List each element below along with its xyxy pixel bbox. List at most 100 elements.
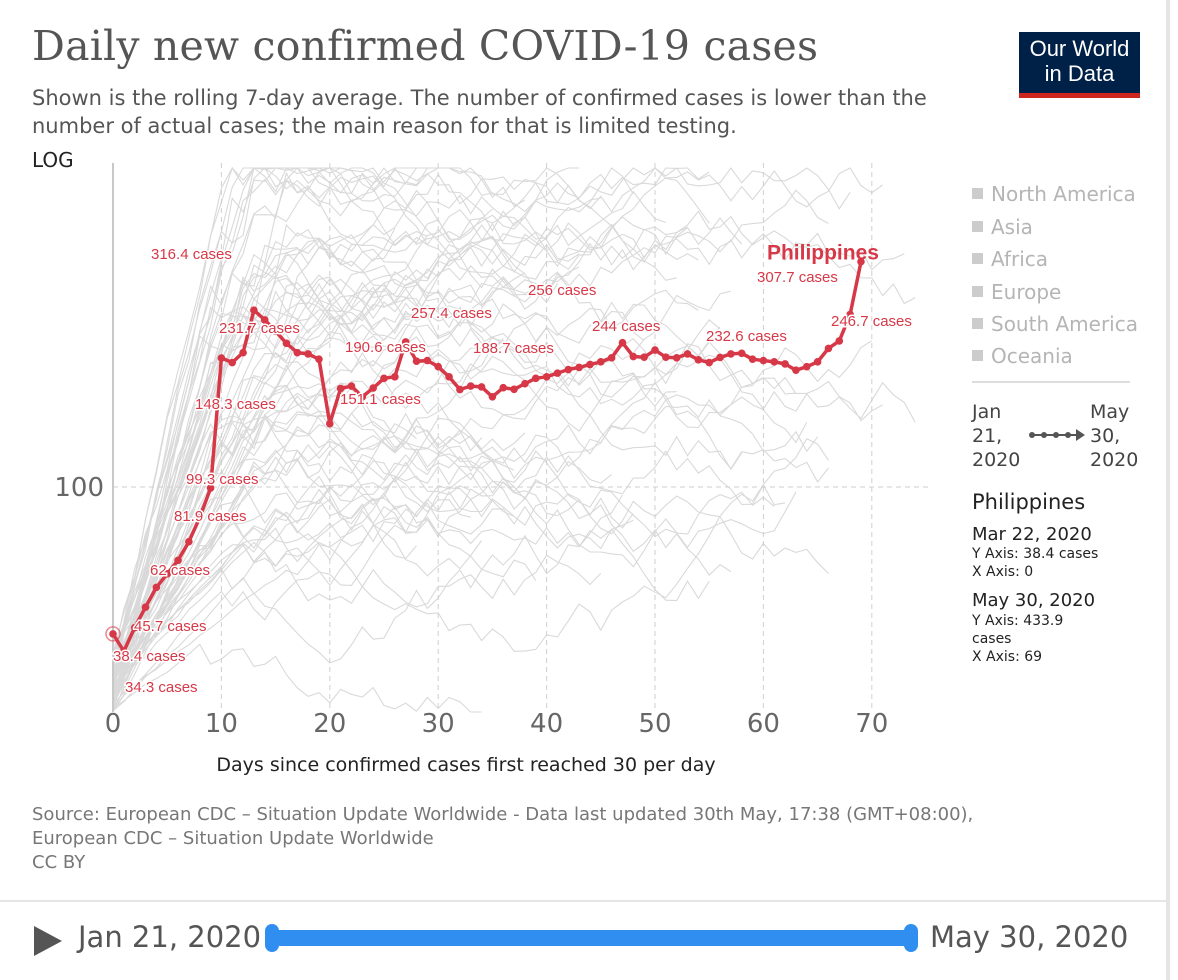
- background-line: [112, 283, 558, 686]
- x-tick-label: 20: [313, 709, 346, 739]
- background-line: [112, 326, 721, 699]
- legend-item-asia[interactable]: Asia: [972, 215, 1033, 239]
- data-point: [781, 360, 789, 368]
- data-point: [228, 358, 237, 367]
- background-line: [112, 449, 471, 687]
- background-line: [112, 380, 526, 691]
- timeline-slider-track[interactable]: [272, 930, 912, 946]
- legend-label: South America: [991, 312, 1138, 336]
- tooltip-country: Philippines: [972, 490, 1086, 514]
- x-tick-label: 50: [638, 709, 671, 739]
- timeline-end-year: 2020: [1090, 449, 1139, 471]
- legend-label: Asia: [991, 215, 1033, 239]
- background-line: [112, 281, 385, 687]
- data-point: [531, 374, 540, 383]
- timeline-arrow-icon: [1029, 429, 1085, 441]
- data-label: 307.7 cases: [757, 269, 838, 286]
- data-point: [185, 537, 193, 546]
- background-line: [112, 208, 493, 654]
- legend-timeline-start: Jan 21, 2020: [972, 400, 1032, 472]
- data-point: [412, 357, 421, 365]
- background-line: [112, 282, 472, 709]
- data-point: [391, 373, 399, 381]
- data-label: 244 cases: [592, 318, 660, 335]
- data-point: [130, 623, 139, 632]
- data-point: [445, 373, 453, 381]
- logo-line-1: Our World: [1029, 36, 1130, 61]
- data-point: [727, 350, 735, 358]
- timeline-end-date: May 30, 2020: [930, 920, 1129, 954]
- background-line: [112, 429, 515, 694]
- tooltip-start-date: Mar 22, 2020: [972, 524, 1092, 545]
- data-point: [813, 358, 822, 366]
- data-point: [369, 384, 377, 392]
- legend-item-europe[interactable]: Europe: [972, 280, 1061, 304]
- timeline-end-month: May: [1090, 401, 1130, 423]
- legend-swatch: [972, 188, 983, 199]
- series-line-philippines: [111, 261, 863, 653]
- background-line: [112, 478, 471, 686]
- data-point: [651, 346, 659, 354]
- background-line: [112, 167, 883, 681]
- start-point-marker: [105, 626, 121, 642]
- legend-item-south-america[interactable]: South America: [972, 312, 1138, 336]
- background-country-lines: [112, 166, 916, 713]
- data-point: [260, 316, 269, 324]
- tooltip-end-x: X Axis: 69: [972, 649, 1043, 665]
- data-point: [336, 384, 345, 393]
- data-label: 34.3 cases: [125, 679, 198, 696]
- tooltip-start-x: X Axis: 0: [972, 564, 1034, 580]
- data-point: [846, 310, 854, 319]
- data-point: [705, 358, 713, 367]
- legend-divider: [972, 381, 1130, 383]
- x-tick-label: 40: [530, 709, 563, 739]
- background-line: [112, 417, 483, 657]
- timeline-start-month: Jan: [972, 401, 1002, 423]
- background-line: [112, 166, 710, 661]
- data-point: [683, 350, 692, 358]
- data-point: [434, 362, 443, 371]
- timeline-divider: [0, 900, 1170, 902]
- data-label: 190.6 cases: [345, 339, 426, 356]
- data-point: [250, 306, 258, 315]
- data-label: 148.3 cases: [195, 396, 276, 413]
- data-point: [315, 355, 323, 363]
- timeline-end-handle[interactable]: [904, 924, 918, 952]
- data-label: 45.7 cases: [134, 618, 207, 635]
- background-line: [112, 541, 602, 712]
- license-label[interactable]: CC BY: [32, 852, 86, 873]
- data-point: [694, 356, 703, 364]
- legend-item-africa[interactable]: Africa: [972, 247, 1048, 271]
- y-tick-label: 100: [54, 473, 104, 503]
- series-name-label: Philippines: [767, 242, 879, 265]
- timeline-start-handle[interactable]: [265, 924, 279, 952]
- legend-label: Europe: [991, 280, 1062, 304]
- data-point: [206, 484, 215, 492]
- data-label: 99.3 cases: [186, 471, 259, 488]
- log-scale-toggle[interactable]: LOG: [32, 148, 74, 172]
- owid-logo[interactable]: Our World in Data: [1019, 32, 1140, 98]
- data-point: [282, 339, 291, 348]
- data-label: 257.4 cases: [411, 305, 492, 322]
- data-label: 246.7 cases: [831, 313, 912, 330]
- data-point: [120, 647, 128, 656]
- tooltip-end-y-unit: cases: [972, 631, 1012, 647]
- x-tick-label: 30: [422, 709, 455, 739]
- legend-swatch: [972, 253, 983, 264]
- data-label: 188.7 cases: [473, 340, 554, 357]
- background-line: [112, 494, 623, 705]
- data-point: [629, 352, 638, 361]
- background-line: [112, 289, 699, 670]
- play-icon[interactable]: [34, 926, 62, 956]
- data-point: [217, 354, 226, 362]
- x-tick-label: 70: [855, 709, 888, 739]
- data-point: [423, 356, 432, 365]
- legend-item-oceania[interactable]: Oceania: [972, 344, 1073, 368]
- data-point: [510, 385, 518, 394]
- legend-item-north-america[interactable]: North America: [972, 182, 1136, 206]
- background-line: [112, 643, 482, 713]
- background-line: [112, 230, 428, 665]
- tooltip-end-date: May 30, 2020: [972, 590, 1096, 611]
